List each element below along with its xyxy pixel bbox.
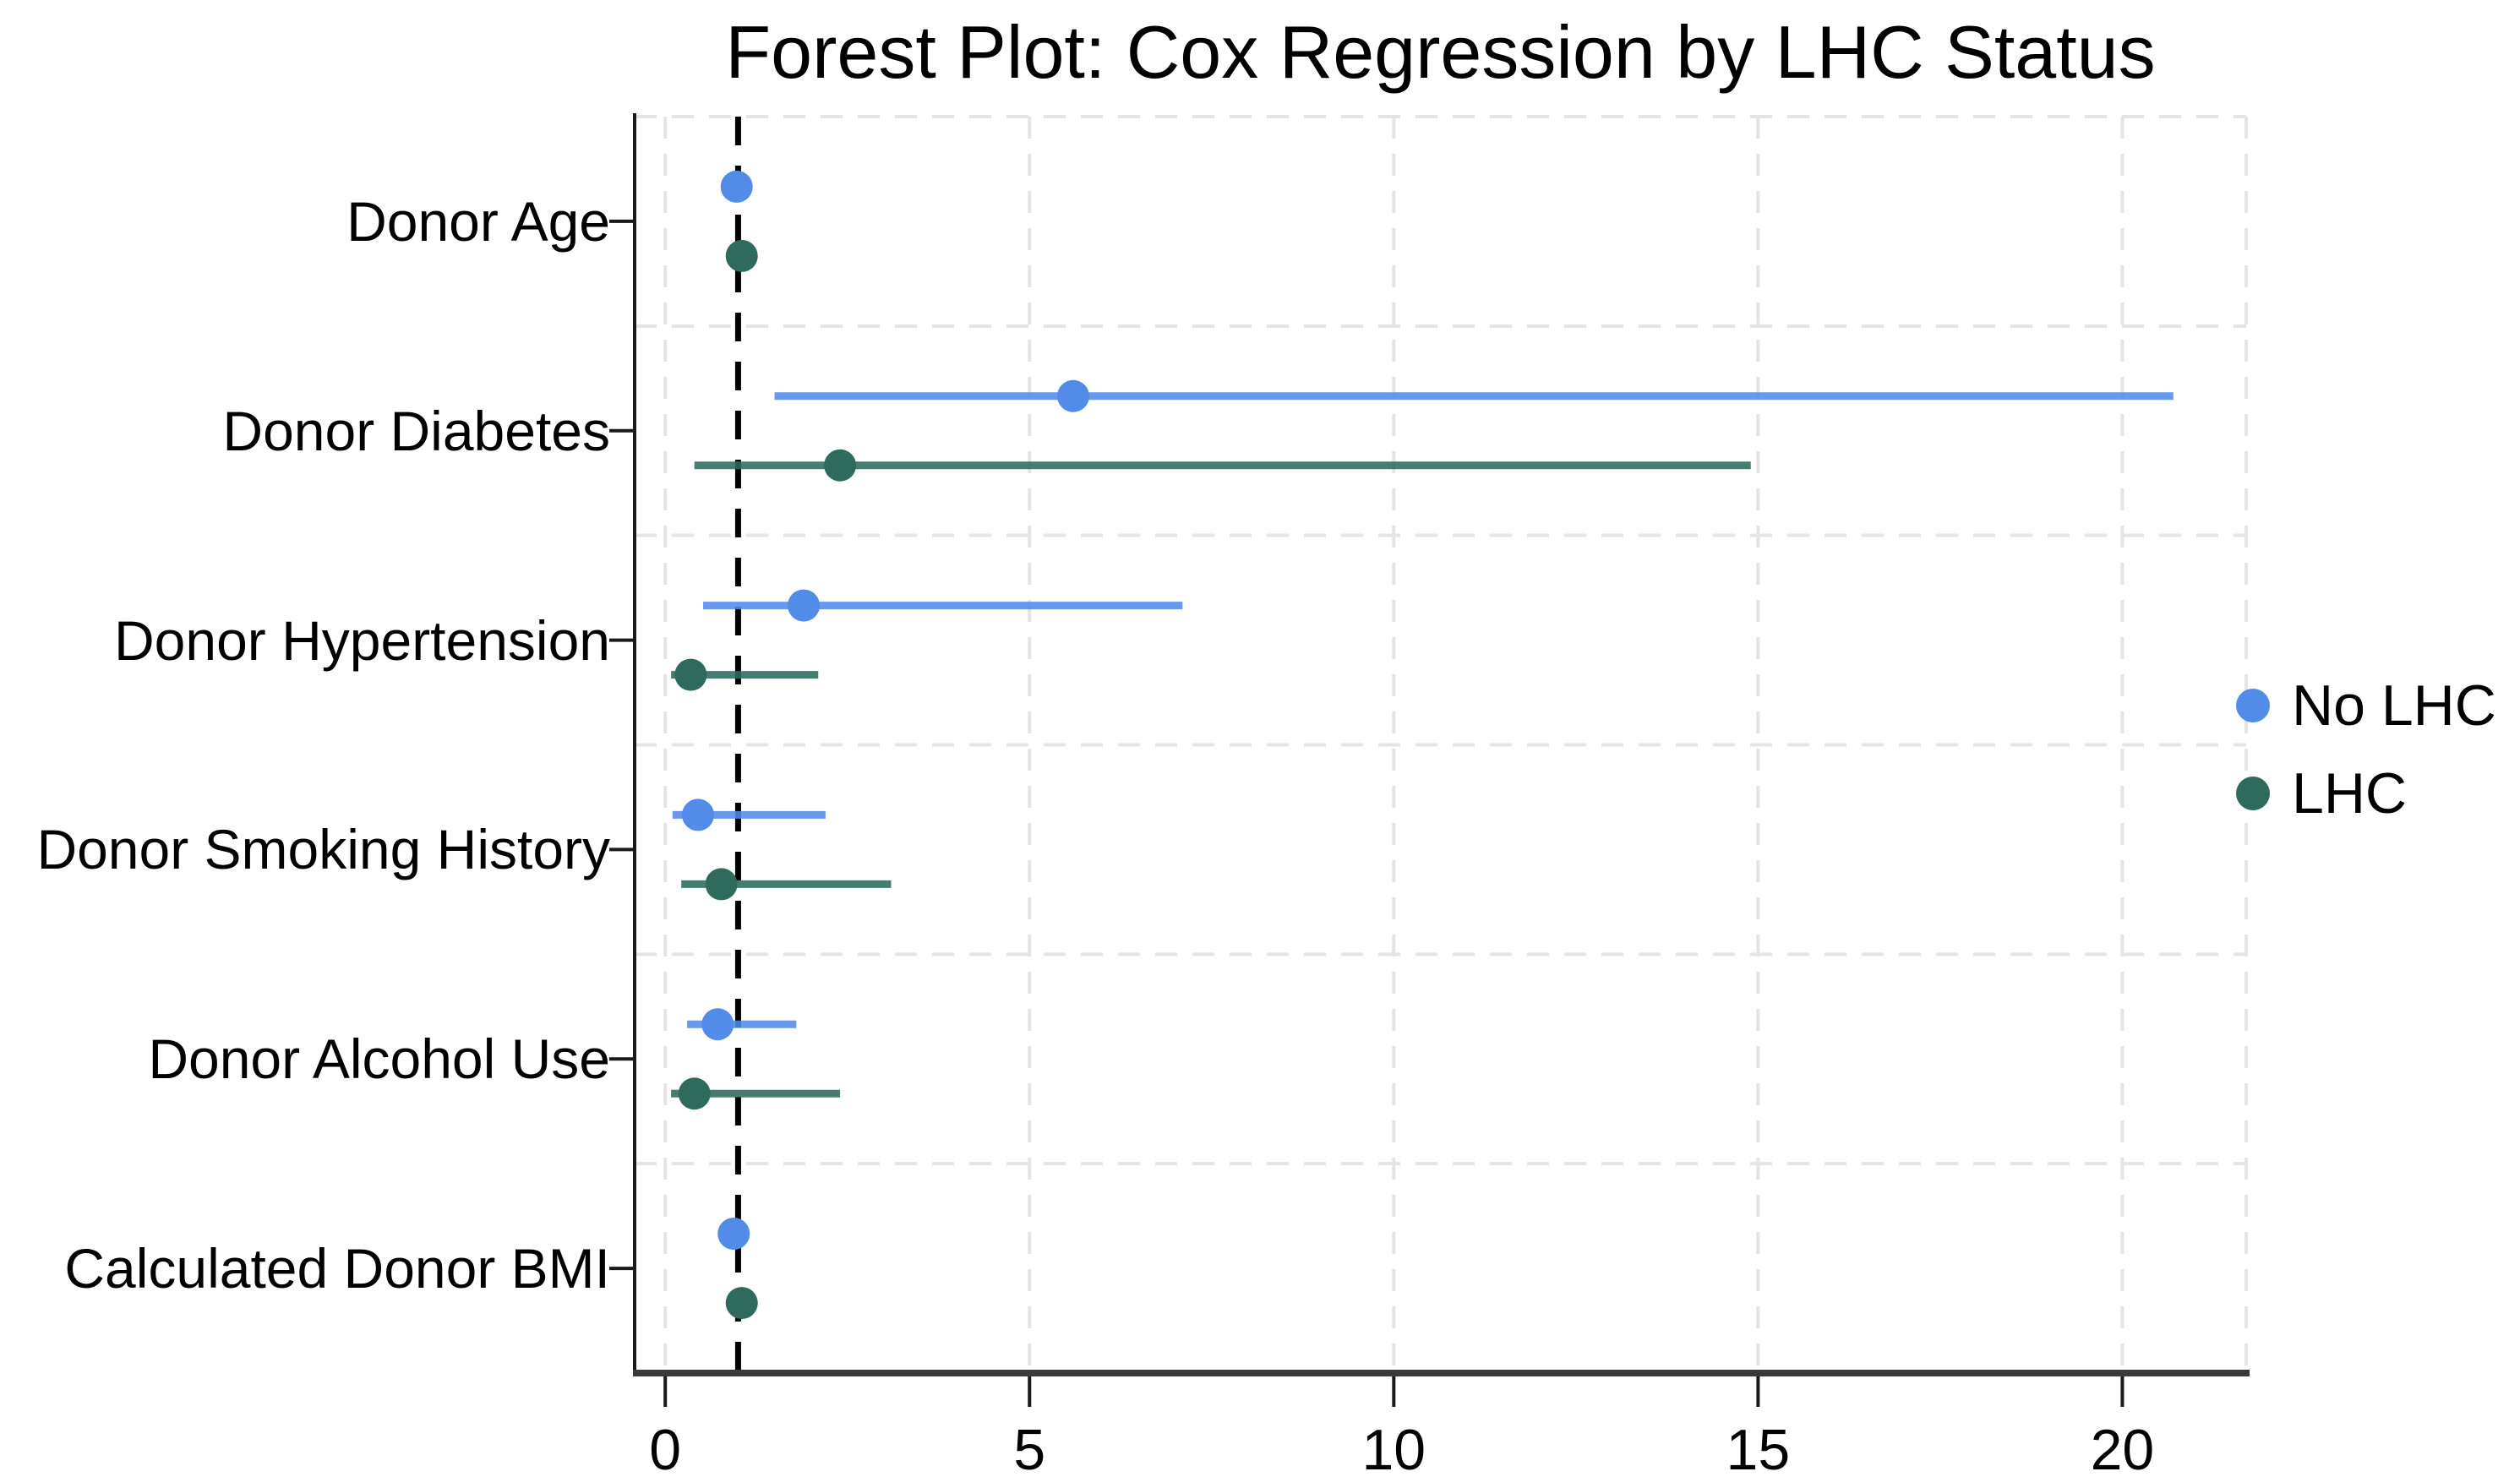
point-marker [674, 658, 707, 691]
y-axis-category-label: Donor Diabetes [222, 399, 610, 462]
x-axis-tick-label: 10 [1361, 1418, 1426, 1477]
legend-marker-no-lhc-icon [2236, 689, 2270, 722]
x-axis-tick-label: 15 [1726, 1418, 1791, 1477]
legend-label-lhc: LHC [2292, 761, 2408, 826]
legend-marker-lhc-icon [2236, 777, 2270, 810]
legend-item-lhc: LHC [2236, 760, 2496, 826]
point-marker [701, 1008, 734, 1041]
chart-title: Forest Plot: Cox Regression by LHC Statu… [725, 10, 2156, 94]
y-axis-category-label: Donor Smoking History [36, 818, 610, 881]
legend-label-no-lhc: No LHC [2292, 673, 2496, 738]
y-axis-category-label: Donor Alcohol Use [148, 1027, 610, 1091]
point-marker [824, 449, 857, 482]
y-axis-category-label: Donor Hypertension [114, 608, 610, 672]
y-axis-category-label: Donor Age [346, 189, 610, 253]
x-axis-tick-label: 5 [1013, 1418, 1046, 1477]
point-marker [725, 1287, 758, 1320]
legend: No LHC LHC [2236, 673, 2496, 826]
point-marker [725, 239, 758, 272]
y-axis-category-label: Calculated Donor BMI [64, 1237, 610, 1300]
x-axis-tick-label: 20 [2090, 1418, 2155, 1477]
point-marker [682, 798, 715, 831]
point-marker [788, 589, 821, 622]
point-marker [678, 1077, 711, 1110]
point-marker [720, 170, 753, 203]
legend-item-no-lhc: No LHC [2236, 673, 2496, 738]
x-axis-tick-label: 0 [649, 1418, 682, 1477]
point-marker [705, 868, 738, 901]
point-marker [1056, 379, 1089, 412]
point-marker [717, 1218, 750, 1251]
